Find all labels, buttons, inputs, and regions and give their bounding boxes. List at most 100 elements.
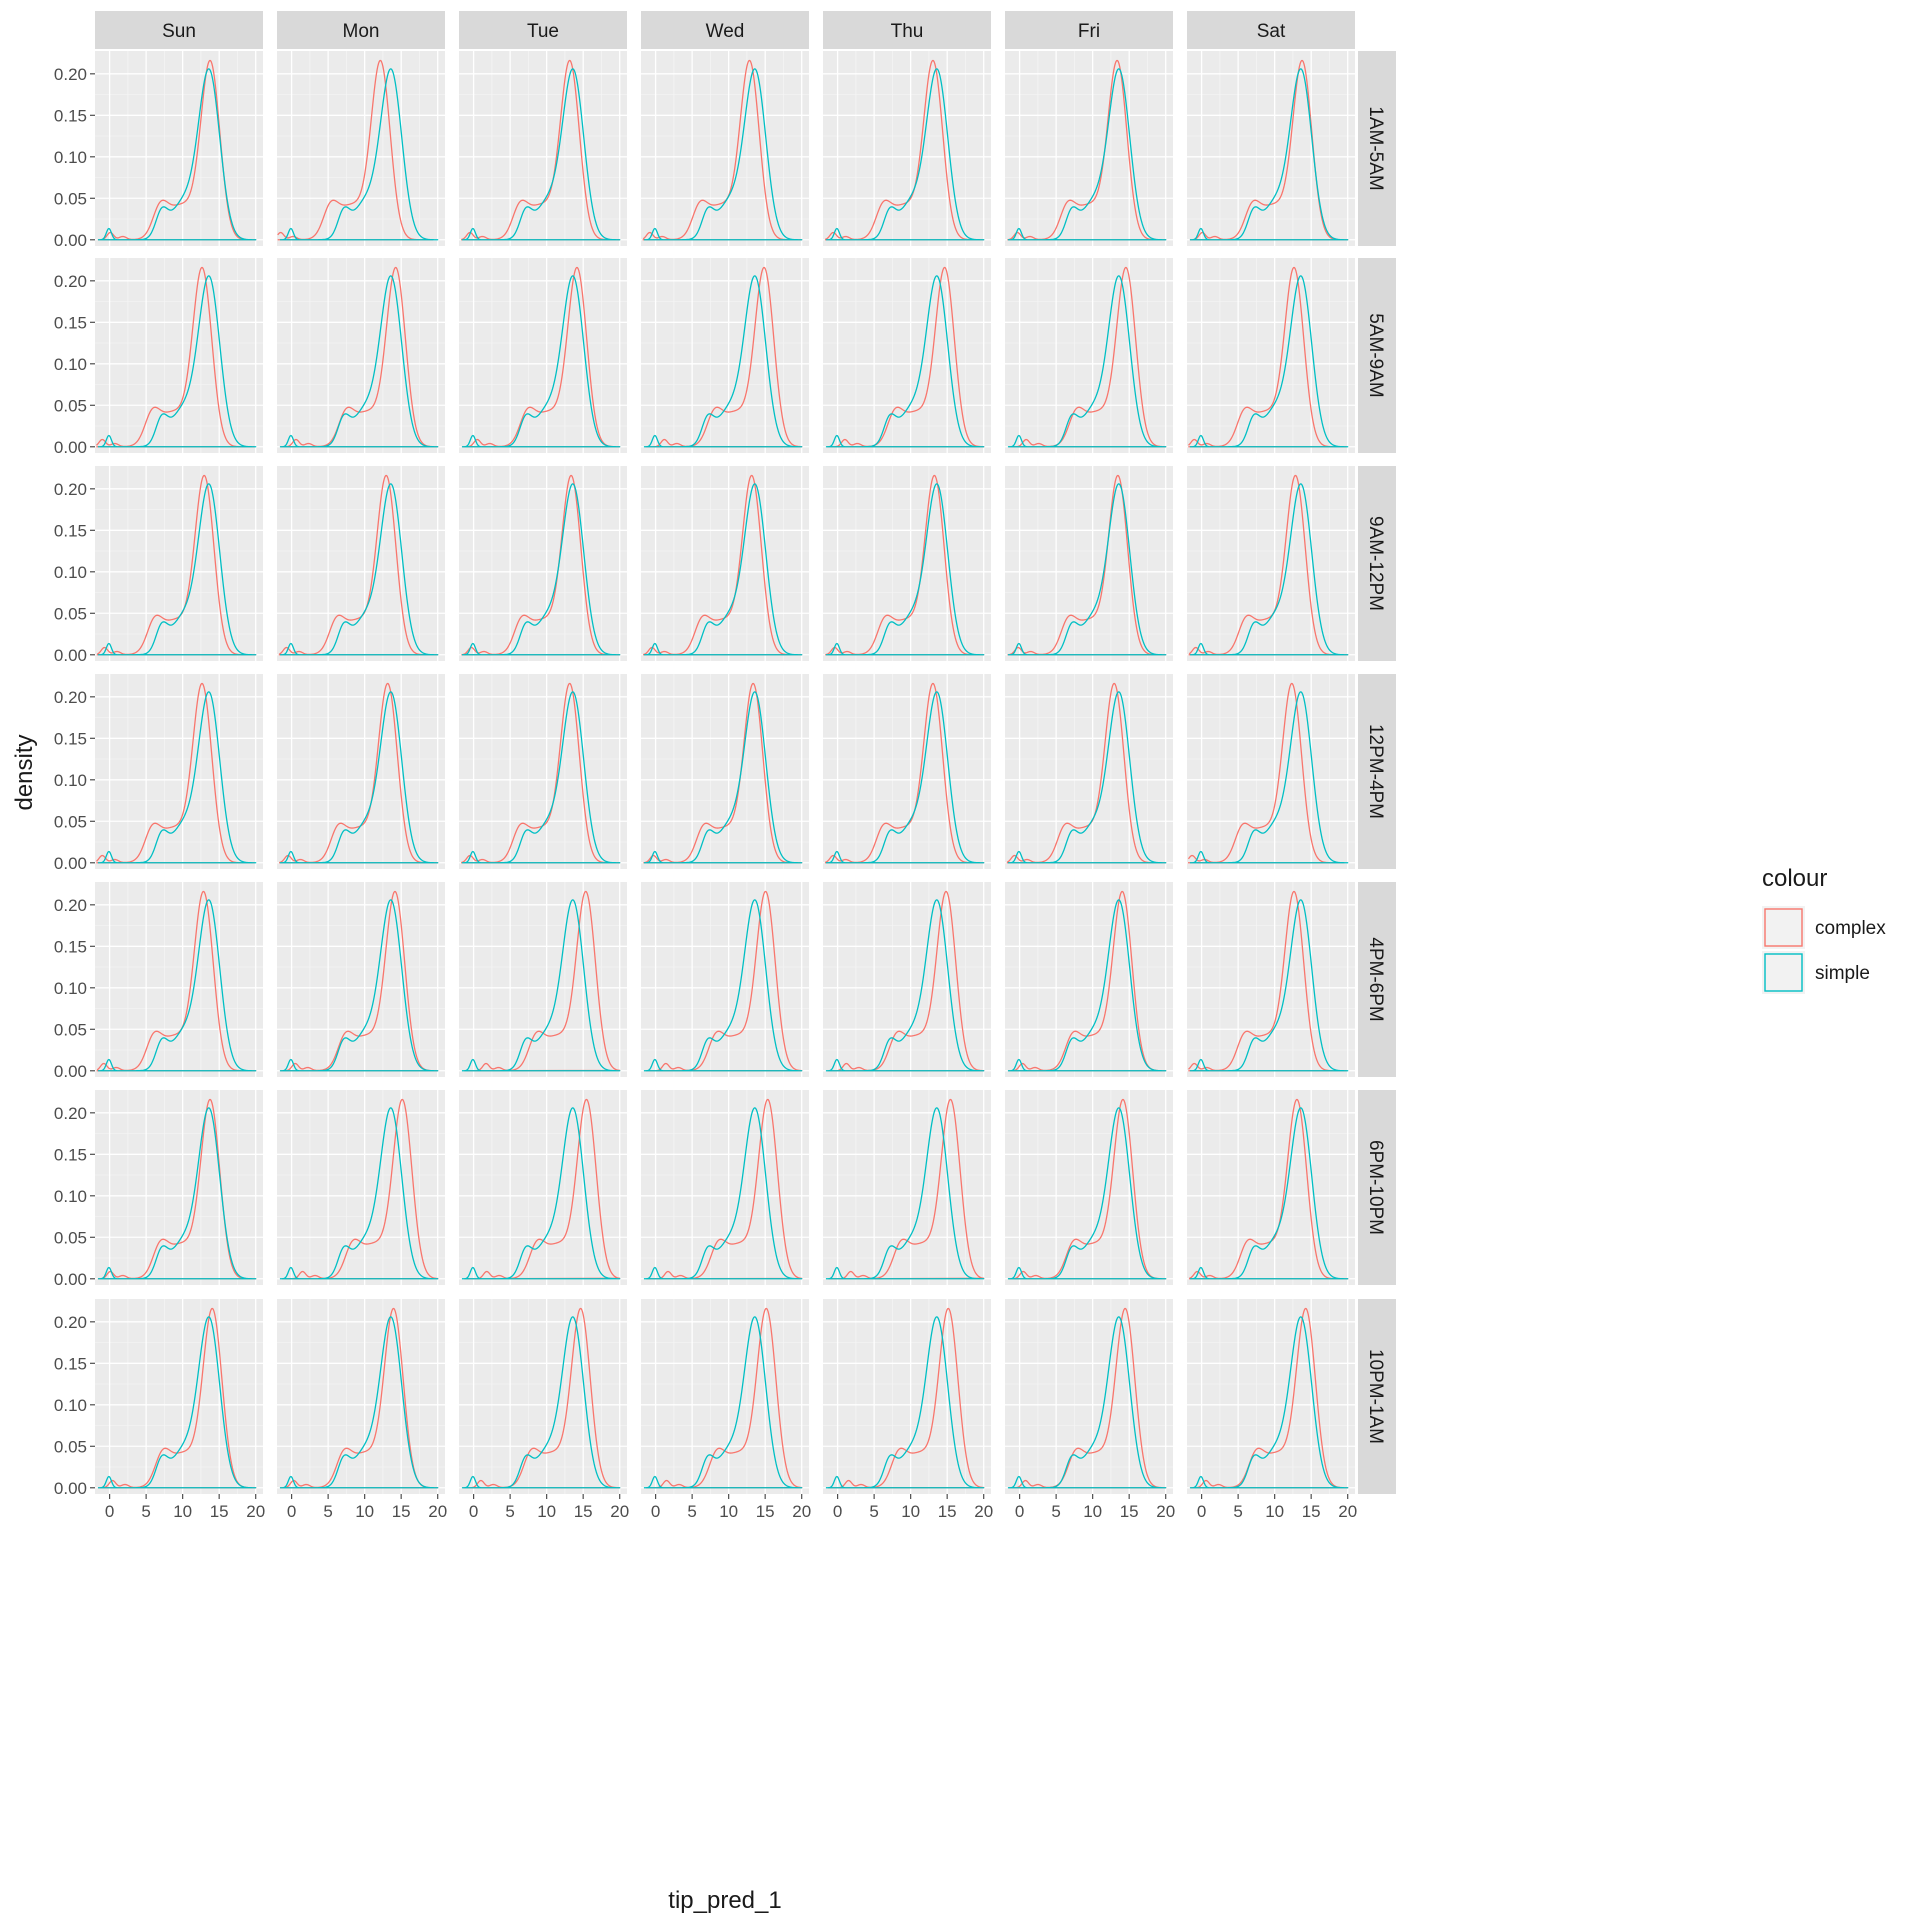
- y-tick-label: 0.20: [54, 480, 87, 499]
- panel-background: [459, 51, 627, 246]
- series-line-complex: [645, 1307, 803, 1489]
- x-tick-label: 0: [469, 1502, 478, 1521]
- series-line-complex: [827, 1307, 985, 1489]
- panel-background: [277, 466, 445, 661]
- series-line-complex: [824, 59, 985, 241]
- panel-Sat-9AM-12PM: [1187, 466, 1355, 661]
- series-line-simple: [825, 1107, 985, 1280]
- y-tick-label: 0.00: [54, 231, 87, 250]
- panel-background: [823, 1299, 991, 1494]
- series-line-simple: [825, 68, 985, 241]
- panel-background: [277, 1299, 445, 1494]
- x-tick-label: 20: [792, 1502, 811, 1521]
- series-line-simple: [1007, 1316, 1167, 1489]
- panel-background: [641, 51, 809, 246]
- strip-row-12PM-4PM: 12PM-4PM: [1358, 674, 1396, 869]
- legend-label: complex: [1815, 918, 1886, 939]
- series-line-complex: [824, 682, 985, 864]
- strip-column-Wed: Wed: [641, 11, 809, 49]
- strip-column-Tue: Tue: [459, 11, 627, 49]
- series-line-simple: [461, 68, 621, 241]
- series-line-complex: [646, 1098, 803, 1280]
- x-tick-label: 0: [833, 1502, 842, 1521]
- y-tick-label: 0.05: [54, 604, 87, 623]
- series-line-complex: [464, 890, 621, 1072]
- x-tick-label: 10: [901, 1502, 920, 1521]
- panel-Sat-6PM-10PM: [1187, 1090, 1355, 1285]
- strip-background: [1358, 1299, 1396, 1494]
- panel-background: [1005, 674, 1173, 869]
- y-tick-label: 0.15: [54, 106, 87, 125]
- series-line-complex: [463, 1307, 621, 1489]
- x-tick-label: 0: [1197, 1502, 1206, 1521]
- legend-key: [1762, 951, 1805, 994]
- panel-Thu-6PM-10PM: [823, 1090, 991, 1285]
- y-tick-label: 0.10: [54, 1187, 87, 1206]
- series-line-simple: [1189, 899, 1349, 1072]
- legend-key-swatch: [1764, 908, 1803, 947]
- series-line-simple: [643, 1316, 803, 1489]
- strip-background: [1358, 51, 1396, 246]
- x-tick-label: 5: [505, 1502, 514, 1521]
- strip-row-4PM-6PM: 4PM-6PM: [1358, 882, 1396, 1077]
- strip-background: [1005, 11, 1173, 49]
- strip-row-10PM-1AM: 10PM-1AM: [1358, 1299, 1396, 1494]
- series-line-simple: [1007, 691, 1167, 864]
- series-line-simple: [461, 1107, 621, 1280]
- panel-Mon-10PM-1AM: [277, 1299, 445, 1494]
- series-line-simple: [461, 899, 621, 1072]
- series-line-simple: [461, 483, 621, 656]
- series-line-simple: [643, 1107, 803, 1280]
- panel-Sat-1AM-5AM: [1187, 51, 1355, 246]
- panel-Thu-10PM-1AM: [823, 1299, 991, 1494]
- series-line-simple: [643, 691, 803, 864]
- strip-background: [1358, 1090, 1396, 1285]
- x-tick-label: 5: [869, 1502, 878, 1521]
- panel-background: [459, 258, 627, 453]
- series-line-simple: [279, 1316, 439, 1489]
- strip-label-column: Tue: [527, 21, 559, 42]
- y-tick-label: 0.00: [54, 1062, 87, 1081]
- x-tick-label: 0: [287, 1502, 296, 1521]
- series-line-simple: [97, 1316, 257, 1489]
- panel-background: [277, 882, 445, 1077]
- series-line-simple: [643, 483, 803, 656]
- panel-background: [823, 674, 991, 869]
- y-tick-label: 0.05: [54, 812, 87, 831]
- strip-background: [95, 11, 263, 49]
- panel-Sun-12PM-4PM: [95, 674, 263, 869]
- series-line-simple: [1189, 1316, 1349, 1489]
- panel-Fri-5AM-9AM: [1005, 258, 1173, 453]
- panel-background: [641, 1299, 809, 1494]
- y-tick-label: 0.15: [54, 313, 87, 332]
- x-tick-label: 5: [687, 1502, 696, 1521]
- series-line-complex: [1009, 266, 1167, 448]
- panel-background: [823, 51, 991, 246]
- series-line-simple: [825, 691, 985, 864]
- panel-Sun-1AM-5AM: [95, 51, 263, 246]
- panel-Tue-5AM-9AM: [459, 258, 627, 453]
- x-tick-label: 20: [610, 1502, 629, 1521]
- panel-background: [95, 258, 263, 453]
- series-line-simple: [97, 483, 257, 656]
- series-line-simple: [1007, 483, 1167, 656]
- y-tick-label: 0.20: [54, 1104, 87, 1123]
- y-tick-label: 0.15: [54, 937, 87, 956]
- panel-Tue-12PM-4PM: [459, 674, 627, 869]
- series-line-simple: [1189, 68, 1349, 241]
- panel-Mon-9AM-12PM: [277, 466, 445, 661]
- series-line-complex: [645, 266, 803, 448]
- strip-column-Mon: Mon: [277, 11, 445, 49]
- series-line-simple: [643, 68, 803, 241]
- panel-background: [95, 674, 263, 869]
- y-tick-label: 0.00: [54, 1479, 87, 1498]
- y-tick-label: 0.10: [54, 771, 87, 790]
- y-tick-label: 0.10: [54, 979, 87, 998]
- panel-Sat-5AM-9AM: [1187, 258, 1355, 453]
- y-tick-label: 0.05: [54, 189, 87, 208]
- y-tick-label: 0.15: [54, 1354, 87, 1373]
- panel-Sun-10PM-1AM: [95, 1299, 263, 1494]
- panel-Mon-5AM-9AM: [277, 258, 445, 453]
- x-tick-label: 0: [651, 1502, 660, 1521]
- panel-background: [1005, 1090, 1173, 1285]
